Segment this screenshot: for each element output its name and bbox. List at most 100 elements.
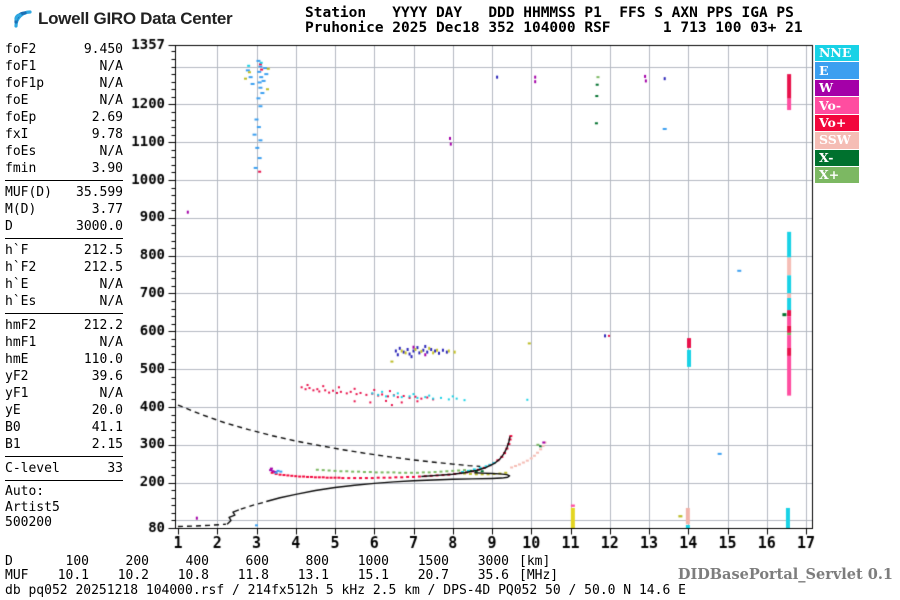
legend-item-vo: Vo- [815,97,859,114]
param-group-divider [5,180,123,181]
legend-label: SSW [819,132,851,148]
param-value: 20.0 [91,403,123,418]
param-value: N/A [99,59,123,74]
beam-direction-legend: NNE E W Vo- Vo+ SSW X- X+ [815,45,859,185]
param-group-divider [5,313,123,314]
param-row-foe: foE N/A [5,92,123,109]
table-cell: 200 [125,554,149,569]
legend-item-w: W [815,79,859,97]
legend-label: NNE [819,45,852,61]
table-cell: 800 [305,554,329,569]
param-row-fof1: foF1 N/A [5,58,123,75]
param-name: foEs [5,144,37,159]
param-value: N/A [99,144,123,159]
row-label: MUF [5,567,29,583]
param-group-divider [5,480,123,481]
legend-label: Vo- [819,97,842,113]
table-cell: 10.8 [177,567,209,583]
param-row-clevel: C-level 33 [5,460,123,477]
param-name: hmF1 [5,335,37,350]
table-cell: 600 [245,554,269,569]
param-value: N/A [99,277,123,292]
param-row-mufd: MUF(D) 35.599 [5,184,123,201]
autoscaling-info: Artist5 [5,499,60,515]
param-row-fxi: fxI 9.78 [5,126,123,143]
autoscaling-label: Auto: [5,484,45,499]
table-cell: 3000 [477,554,509,569]
param-value: 2.69 [91,110,123,125]
param-value: 212.5 [83,243,123,258]
param-value: 3.77 [91,202,123,217]
param-name: h`E [5,277,29,292]
param-row-b0: B0 41.1 [5,419,123,436]
param-name: hmF2 [5,318,37,333]
param-name: yE [5,403,21,418]
param-row-ye: yE 20.0 [5,402,123,419]
param-value: 212.5 [83,260,123,275]
param-name: MUF(D) [5,185,52,200]
legend-label: E [819,62,829,78]
table-cell: 100 [65,554,89,569]
param-name: foF1p [5,76,45,91]
table-cell: 1500 [417,554,449,569]
table-cell: 15.1 [357,567,389,583]
table-cell: 10.2 [117,567,149,583]
legend-label: X+ [819,167,840,183]
param-row-yf1: yF1 N/A [5,385,123,402]
param-name: B1 [5,437,21,452]
param-row-yf2: yF2 39.6 [5,368,123,385]
param-row-hes: h`Es N/A [5,293,123,310]
param-name: foE [5,93,29,108]
distance-row: D 100 200 400 600 800 1000 1500 3000 [km] [5,555,558,569]
param-value: 212.2 [83,318,123,333]
table-cell: 11.8 [237,567,269,583]
param-value: 39.6 [91,369,123,384]
param-row-d: D 3000.0 [5,218,123,235]
param-name: foF2 [5,42,37,57]
legend-item-nne: NNE [815,45,859,62]
param-name: B0 [5,420,21,435]
param-row-foes: foEs N/A [5,143,123,160]
param-name: hmE [5,352,29,367]
param-row-hf2: h`F2 212.5 [5,259,123,276]
lowell-giro-logo: Lowell GIRO Data Center [8,7,233,31]
param-value: N/A [99,386,123,401]
table-cell: 10.1 [57,567,89,583]
param-name: C-level [5,461,60,476]
param-value: 110.0 [83,352,123,367]
param-value: N/A [99,335,123,350]
table-cell: 13.1 [297,567,329,583]
param-value: 2.15 [91,437,123,452]
status-line: db pq052 20251218 104000.rsf / 214fx512h… [5,583,686,598]
param-value: 9.78 [91,127,123,142]
servlet-version-label: DIDBasePortal_Servlet 0.1 [677,566,893,583]
param-name: foEp [5,110,37,125]
header-columns-line: Station YYYY DAY DDD HHMMSS P1 FFS S AXN… [305,5,794,21]
param-value: N/A [99,93,123,108]
giro-wave-icon [14,10,32,28]
table-cell: 20.7 [417,567,449,583]
param-name: foF1 [5,59,37,74]
param-name: fmin [5,161,37,176]
param-value: 3000.0 [76,219,123,234]
param-name: h`F2 [5,260,37,275]
table-cell: 1000 [357,554,389,569]
param-row-hme: hmE 110.0 [5,351,123,368]
header-values-line: Pruhonice 2025 Dec18 352 104000 RSF 1 71… [305,20,803,36]
param-row-hmf2: hmF2 212.2 [5,317,123,334]
param-row-he: h`E N/A [5,276,123,293]
legend-item-ssw: SSW [815,132,859,149]
param-name: yF2 [5,369,29,384]
param-row-md: M(D) 3.77 [5,201,123,218]
param-group-divider [5,238,123,239]
logo-text: Lowell GIRO Data Center [38,9,233,28]
measurement-header: Station YYYY DAY DDD HHMMSS P1 FFS S AXN… [305,6,803,36]
param-row-hf: h`F 212.5 [5,242,123,259]
table-cell: 35.6 [477,567,509,583]
param-row-fof1p: foF1p N/A [5,75,123,92]
param-value: 33 [107,461,123,476]
muf-distance-table: D 100 200 400 600 800 1000 1500 3000 [km] MUF 10.1 1… [5,555,558,582]
param-name: yF1 [5,386,29,401]
